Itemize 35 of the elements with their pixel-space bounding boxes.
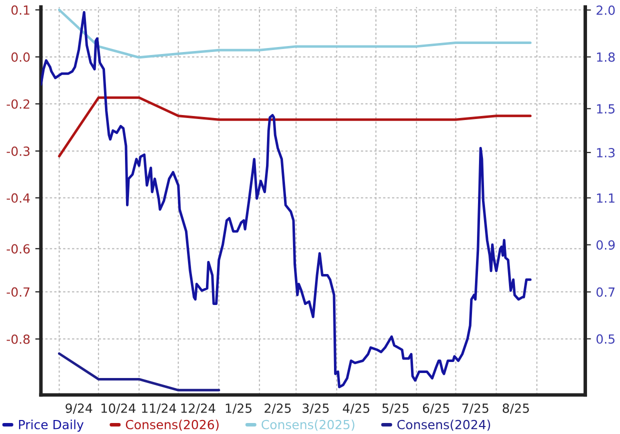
x-tick-label: 10/24 (101, 403, 136, 414)
legend-label: Consens(2024) (397, 420, 490, 431)
y2-tick-label: 1.8 (597, 52, 615, 62)
y2-tick-label: 1.5 (597, 104, 614, 114)
line-series (58, 8, 532, 59)
y-tick-label: -0.6 (6, 244, 30, 254)
y-tick-label: -0.7 (6, 287, 30, 297)
x-tick-label: 1/25 (226, 403, 252, 414)
y2-tick-label: 2.0 (596, 5, 615, 15)
y2-tick-label: 0.9 (596, 240, 615, 250)
y2-tick-label: 1.3 (597, 148, 615, 158)
x-tick-label: 7/25 (462, 403, 488, 414)
x-tick-label: 8/25 (502, 403, 529, 414)
y2-tick-label: 0.5 (596, 334, 614, 344)
x-tick-label: 12/24 (181, 403, 216, 414)
y-tick-label: -0.3 (6, 146, 30, 156)
x-tick-label: 4/25 (342, 403, 370, 414)
x-tick-label: 5/25 (382, 403, 408, 414)
y-tick-label: -0.4 (6, 193, 30, 203)
x-tick-label: 3/25 (302, 403, 329, 414)
y-tick-label: -0.2 (6, 99, 30, 109)
x-tick-label: 9/24 (66, 403, 92, 414)
line-series (58, 96, 532, 158)
x-tick-label: 2/25 (264, 403, 291, 414)
y-tick-label: -0.8 (6, 334, 30, 344)
legend-label: Price Daily (19, 420, 84, 432)
legend-label: Consens(2025) (262, 420, 354, 431)
y-tick-label: 0.1 (11, 5, 30, 15)
x-tick-label: 6/25 (422, 403, 450, 414)
line-series (40, 10, 532, 388)
x-tick-label: 11/24 (142, 403, 176, 414)
legend-label: Consens(2026) (126, 420, 219, 431)
y2-tick-label: 1.1 (597, 194, 614, 203)
y2-tick-label: 0.7 (596, 287, 615, 297)
y-tick-label: 0.0 (11, 52, 30, 62)
